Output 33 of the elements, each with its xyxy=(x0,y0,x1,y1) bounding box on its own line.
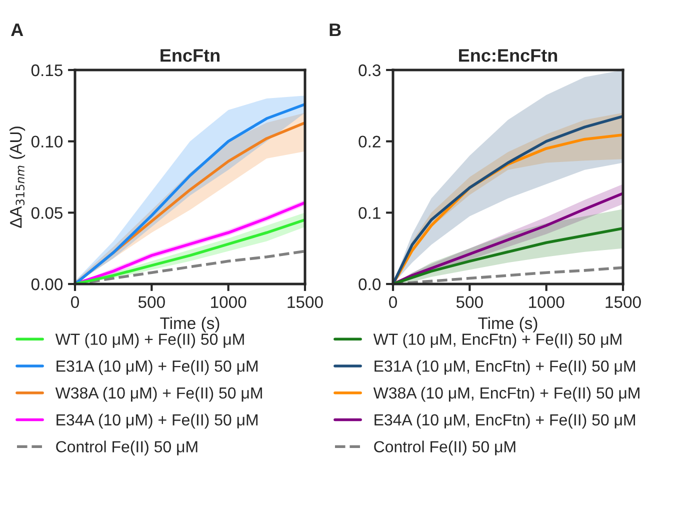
x-tick-label: 1500 xyxy=(606,296,641,308)
x-tick-label: 0 xyxy=(389,296,397,308)
y-tick-label: 0.15 xyxy=(31,64,62,76)
text: B xyxy=(330,24,341,36)
x-tick-label: 1500 xyxy=(288,296,323,308)
x-tick-label: 1000 xyxy=(211,296,246,308)
x-axis-title: Time (s) xyxy=(478,316,538,332)
legend-label: E34A (10 μM) + Fe(II) 50 μM xyxy=(56,414,258,429)
x-tick-label: 500 xyxy=(138,296,165,308)
y-tick-label: 0.05 xyxy=(31,207,62,219)
x-tick-label: 0 xyxy=(71,296,79,308)
chart-title: EncFtn xyxy=(160,49,220,62)
x-axis-title: Time (s) xyxy=(160,316,220,332)
y-tick-label: 0.10 xyxy=(31,136,63,148)
chart-title: Enc:EncFtn xyxy=(459,49,558,62)
y-tick-label: 0.0 xyxy=(358,278,381,290)
legend-label: E31A (10 μM, EncFtn) + Fe(II) 50 μM xyxy=(374,360,635,375)
legend-label: Control Fe(II) 50 μM xyxy=(374,440,516,456)
legend-label: Control Fe(II) 50 μM xyxy=(56,440,198,456)
y-tick-label: 0.00 xyxy=(31,278,63,290)
text: A xyxy=(11,24,24,36)
x-tick-label: 500 xyxy=(456,296,483,308)
x-tick-label: 1000 xyxy=(529,296,564,308)
legend-label: WT (10 μM) + Fe(II) 50 μM xyxy=(55,333,244,348)
legend-label: W38A (10 μM, EncFtn) + Fe(II) 50 μM xyxy=(373,386,640,402)
legend-label: W38A (10 μM) + Fe(II) 50 μM xyxy=(55,386,262,402)
y-tick-label: 0.1 xyxy=(358,207,380,219)
y-tick-label: 0.3 xyxy=(358,64,380,76)
legend-label: E31A (10 μM) + Fe(II) 50 μM xyxy=(56,360,258,375)
legend-label: WT (10 μM, EncFtn) + Fe(II) 50 μM xyxy=(373,333,622,348)
legend-label: E34A (10 μM, EncFtn) + Fe(II) 50 μM xyxy=(374,414,635,429)
y-tick-label: 0.2 xyxy=(358,136,380,148)
y-axis-title: ΔA$_{315nm}$ (AU) xyxy=(10,126,26,228)
